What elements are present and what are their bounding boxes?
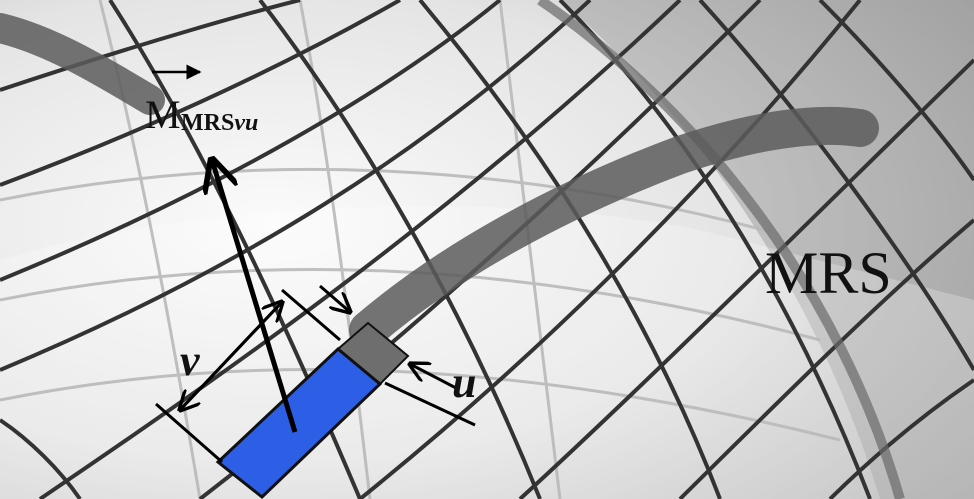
vector-subscript: MRSvu <box>181 110 258 136</box>
u-dimension <box>319 284 476 427</box>
track-main <box>349 106 879 349</box>
sphere-shadow-lower <box>0 206 974 499</box>
element-blue-segment <box>215 346 383 499</box>
vector-main-text: M <box>145 92 181 137</box>
track-upper <box>0 13 165 115</box>
v-dimension <box>155 288 341 464</box>
mrs-label: MRS <box>765 240 892 306</box>
vector-label: M MRSvu <box>145 64 258 137</box>
u-label: u <box>452 358 476 407</box>
sphere-rim <box>537 0 905 499</box>
vector-arrow <box>212 160 298 433</box>
v-label: v <box>180 336 200 385</box>
vector-subscript-italic: vu <box>234 110 258 136</box>
